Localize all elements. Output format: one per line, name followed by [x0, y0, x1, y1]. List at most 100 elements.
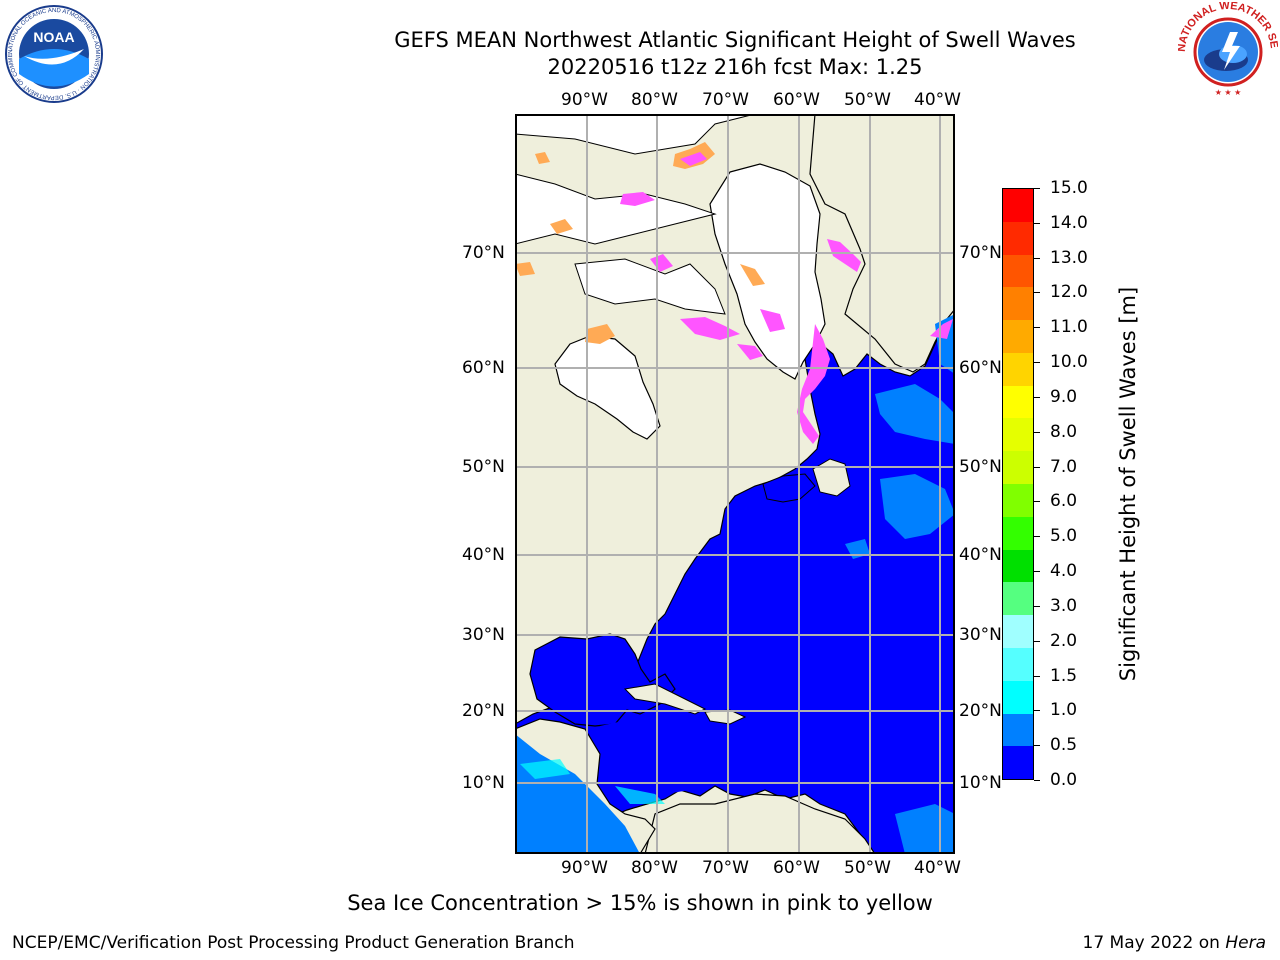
lat-tick-left: 40°N [462, 545, 505, 565]
lon-tick-bottom: 80°W [631, 858, 678, 878]
colorbar-tick-label: 10.0 [1050, 352, 1088, 373]
lon-tick-bottom: 40°W [914, 858, 961, 878]
lon-tick-top: 80°W [631, 90, 678, 110]
lat-tick-left: 10°N [462, 773, 505, 793]
lon-tick-bottom: 70°W [702, 858, 749, 878]
map-frame [515, 114, 955, 854]
colorbar-tick-label: 14.0 [1050, 212, 1088, 233]
colorbar-tick-mark [1034, 257, 1040, 259]
lon-tick-bottom: 90°W [561, 858, 608, 878]
colorbar-tick-mark [1034, 536, 1040, 538]
colorbar-label: Significant Height of Swell Waves [m] [1116, 286, 1140, 682]
nws-logo: NATIONAL WEATHER SERVICE ★ ★ ★ [1178, 2, 1278, 100]
colorbar-segment [1003, 189, 1033, 222]
colorbar-tick-mark [1034, 327, 1040, 329]
colorbar-tick-mark [1034, 362, 1040, 364]
noaa-logo: NOAA NATIONAL OCEANIC AND ATMOSPHERIC AD… [4, 4, 103, 103]
lat-tick-right: 70°N [959, 243, 1002, 263]
sea-ice-edges [515, 142, 953, 444]
colorbar-tick-label: 6.0 [1050, 491, 1078, 512]
swell-patch [875, 384, 955, 444]
colorbar-segment [1003, 549, 1033, 583]
colorbar-tick-mark [1034, 710, 1040, 712]
lon-tick-top: 50°W [844, 90, 891, 110]
colorbar-tick-label: 12.0 [1050, 282, 1088, 303]
lon-tick-top: 90°W [561, 90, 608, 110]
colorbar-tick-mark [1034, 780, 1040, 781]
footer-date: 17 May 2022 on Hera [1083, 933, 1267, 953]
colorbar-segment [1003, 451, 1033, 485]
colorbar-segment [1003, 746, 1033, 780]
lat-tick-left: 70°N [462, 243, 505, 263]
colorbar-segment [1003, 320, 1033, 353]
grid-lines [515, 114, 955, 854]
lon-tick-bottom: 50°W [844, 858, 891, 878]
colorbar-tick-label: 1.5 [1050, 665, 1078, 686]
chart-subtitle: 20220516 t12z 216h fcst Max: 1.25 [547, 55, 923, 79]
colorbar-tick-mark [1034, 605, 1040, 607]
gulf-st-lawrence [762, 473, 816, 503]
greenland [809, 114, 955, 373]
footer-date-text: 17 May 2022 on [1082, 933, 1220, 953]
lat-tick-left: 20°N [462, 701, 505, 721]
colorbar-tick-label: 9.0 [1050, 386, 1078, 407]
south-america [644, 793, 876, 854]
colorbar [1002, 188, 1034, 780]
colorbar-segment [1003, 352, 1033, 386]
arctic-channels [515, 114, 756, 315]
footer-host: Hera [1225, 933, 1266, 953]
colorbar-segment [1003, 516, 1033, 550]
lon-tick-top: 40°W [914, 90, 961, 110]
colorbar-tick-mark [1034, 431, 1040, 433]
colorbar-tick-mark [1034, 466, 1040, 468]
lon-tick-top: 70°W [702, 90, 749, 110]
lat-tick-left: 50°N [462, 457, 505, 477]
lat-tick-left: 60°N [462, 358, 505, 378]
sea-ice-caption: Sea Ice Concentration > 15% is shown in … [347, 891, 933, 915]
swell-patch [880, 474, 955, 539]
colorbar-tick-mark [1034, 675, 1040, 677]
colorbar-tick-mark [1034, 571, 1040, 573]
colorbar-segment [1003, 582, 1033, 616]
lat-tick-left: 30°N [462, 625, 505, 645]
colorbar-tick-label: 4.0 [1050, 561, 1078, 582]
noaa-logo-text: NOAA [33, 29, 74, 45]
lat-tick-right: 20°N [959, 701, 1002, 721]
chart-title: GEFS MEAN Northwest Atlantic Significant… [394, 28, 1076, 52]
colorbar-tick-label: 11.0 [1050, 317, 1088, 338]
colorbar-segment [1003, 254, 1033, 288]
colorbar-tick-mark [1034, 501, 1040, 503]
lat-tick-right: 40°N [959, 545, 1002, 565]
lat-tick-right: 60°N [959, 358, 1002, 378]
colorbar-tick-label: 7.0 [1050, 456, 1078, 477]
lat-tick-right: 50°N [959, 457, 1002, 477]
lon-tick-bottom: 60°W [773, 858, 820, 878]
colorbar-segment [1003, 385, 1033, 419]
colorbar-tick-label: 8.0 [1050, 421, 1078, 442]
colorbar-tick-mark [1034, 188, 1040, 189]
colorbar-segment [1003, 418, 1033, 452]
map-plot [515, 114, 955, 854]
caribbean-sea [595, 712, 805, 814]
svg-text:★ ★ ★: ★ ★ ★ [1215, 88, 1242, 97]
colorbar-tick-mark [1034, 745, 1040, 747]
lat-tick-right: 30°N [959, 625, 1002, 645]
colorbar-tick-label: 15.0 [1050, 178, 1088, 198]
colorbar-tick-mark [1034, 222, 1040, 224]
colorbar-tick-label: 5.0 [1050, 526, 1078, 547]
newfoundland [812, 458, 851, 497]
colorbar-tick-label: 0.0 [1050, 770, 1078, 790]
colorbar-ticks: 15.0 14.0 13.0 12.0 11.0 10.0 9.0 8.0 7.0 6.0 5.0 4… [1034, 178, 1104, 790]
footer-credit: NCEP/EMC/Verification Post Processing Pr… [12, 933, 575, 953]
colorbar-segment [1003, 647, 1033, 681]
colorbar-tick-mark [1034, 292, 1040, 294]
lat-tick-right: 10°N [959, 773, 1002, 793]
colorbar-tick-label: 1.0 [1050, 700, 1078, 721]
colorbar-tick-label: 0.5 [1050, 735, 1078, 756]
lon-tick-top: 60°W [773, 90, 820, 110]
colorbar-segment [1003, 713, 1033, 747]
colorbar-tick-label: 3.0 [1050, 595, 1078, 616]
colorbar-segment [1003, 680, 1033, 714]
colorbar-segment [1003, 221, 1033, 255]
colorbar-tick-mark [1034, 396, 1040, 398]
